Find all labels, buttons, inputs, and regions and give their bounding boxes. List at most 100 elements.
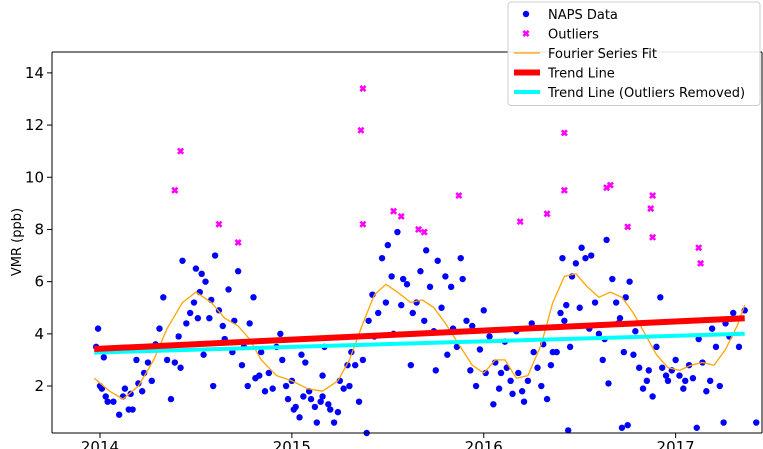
y-tick-label: 4 xyxy=(34,325,44,343)
naps-data-point xyxy=(578,244,585,251)
naps-data-point xyxy=(422,247,430,254)
naps-data-point xyxy=(171,359,179,366)
naps-data-point xyxy=(359,356,367,364)
naps-data-point xyxy=(605,380,612,387)
naps-data-point xyxy=(676,372,683,379)
naps-data-point xyxy=(198,270,205,278)
outlier-point xyxy=(171,186,179,194)
naps-data-point xyxy=(156,325,163,332)
outlier-point xyxy=(359,220,367,228)
x-tick-label: 2014 xyxy=(81,438,119,449)
legend-label: Trend Line xyxy=(547,67,615,82)
naps-data-point xyxy=(177,364,184,371)
naps-data-point xyxy=(340,385,347,392)
naps-data-point xyxy=(167,395,175,403)
naps-data-point xyxy=(543,395,551,403)
naps-data-point xyxy=(630,351,637,358)
naps-data-point xyxy=(398,301,405,309)
naps-data-point xyxy=(480,307,487,314)
naps-data-point xyxy=(234,268,242,275)
naps-data-point xyxy=(399,275,407,283)
naps-data-point xyxy=(518,388,526,395)
naps-data-point xyxy=(563,301,570,309)
naps-data-point xyxy=(520,398,528,405)
naps-data-point xyxy=(334,408,342,416)
legend-label: Trend Line (Outliers Removed) xyxy=(547,86,745,101)
naps-data-point xyxy=(302,359,309,366)
naps-data-point xyxy=(482,369,489,377)
outlier-point xyxy=(543,210,551,218)
naps-data-point xyxy=(296,414,303,421)
naps-data-point xyxy=(588,252,595,259)
naps-data-point xyxy=(453,343,461,351)
naps-data-point xyxy=(595,330,603,338)
naps-data-point xyxy=(317,398,324,405)
naps-data-point xyxy=(94,325,102,332)
naps-data-point xyxy=(632,328,639,335)
naps-data-point xyxy=(179,257,186,264)
naps-data-point xyxy=(148,377,155,385)
outlier-point xyxy=(560,186,568,194)
outlier-point xyxy=(177,147,185,155)
series-layer xyxy=(92,85,760,437)
naps-data-point xyxy=(351,361,359,369)
naps-data-point xyxy=(534,364,541,371)
naps-data-point xyxy=(330,419,338,426)
naps-data-point xyxy=(115,411,123,418)
naps-data-point xyxy=(277,330,284,338)
naps-data-point xyxy=(442,273,449,280)
legend-label: NAPS Data xyxy=(548,8,618,23)
outlier-point xyxy=(420,228,428,236)
legend: NAPS Data Outliers Fourier Series Fit Trend… xyxy=(507,1,761,106)
y-tick-label: 6 xyxy=(34,273,44,291)
naps-data-point xyxy=(407,361,415,369)
naps-data-point xyxy=(664,377,672,385)
naps-data-point xyxy=(421,317,428,324)
y-tick-label: 2 xyxy=(34,377,44,395)
naps-data-point xyxy=(643,377,651,385)
fourier-series-fit-line xyxy=(93,273,746,400)
naps-data-point xyxy=(559,254,566,262)
naps-data-point xyxy=(561,317,568,324)
naps-data-point xyxy=(319,393,326,400)
naps-data-point xyxy=(547,361,555,369)
naps-data-point xyxy=(284,395,292,403)
naps-data-point xyxy=(426,283,434,291)
naps-data-point xyxy=(557,309,564,317)
naps-data-point xyxy=(662,372,670,379)
outlier-point xyxy=(560,129,568,137)
naps-data-point xyxy=(133,356,140,364)
naps-data-point xyxy=(620,348,628,356)
outlier-point xyxy=(647,205,655,213)
legend-label: Fourier Series Fit xyxy=(548,47,657,62)
naps-data-point xyxy=(497,369,505,377)
naps-data-point xyxy=(639,385,647,392)
naps-data-point xyxy=(457,254,464,262)
naps-data-point xyxy=(194,314,202,322)
outlier-point xyxy=(234,238,242,247)
naps-data-point xyxy=(716,382,723,390)
naps-data-point xyxy=(622,294,629,301)
naps-data-point xyxy=(659,364,666,371)
naps-data-point xyxy=(355,398,363,405)
naps-data-point xyxy=(375,309,382,317)
naps-data-point xyxy=(98,385,106,392)
naps-data-point xyxy=(553,348,560,356)
naps-data-point xyxy=(365,317,372,324)
naps-data-point xyxy=(409,309,416,317)
naps-data-point xyxy=(129,406,136,413)
naps-data-point xyxy=(403,281,411,288)
naps-data-point xyxy=(703,388,710,395)
naps-data-point xyxy=(434,257,441,264)
naps-data-point xyxy=(246,320,253,327)
naps-data-point xyxy=(444,351,451,358)
naps-data-point xyxy=(635,364,643,371)
naps-data-point xyxy=(495,385,503,392)
naps-data-point xyxy=(100,354,108,361)
naps-data-point xyxy=(672,356,679,364)
naps-data-point xyxy=(524,377,532,385)
naps-data-point xyxy=(649,393,656,400)
naps-data-point xyxy=(313,419,321,426)
naps-data-point xyxy=(572,260,580,267)
